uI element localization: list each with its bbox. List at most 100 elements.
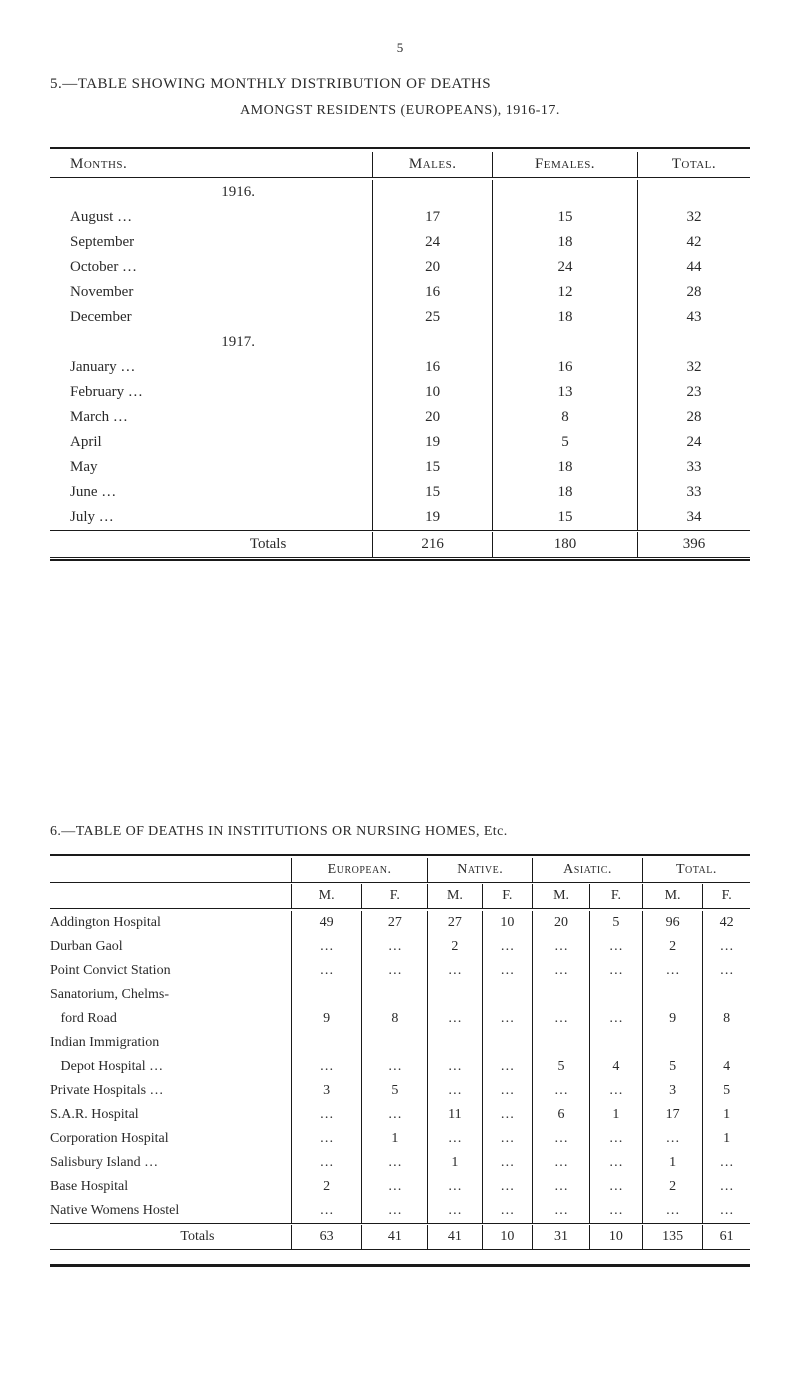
cell-value (362, 983, 428, 1007)
cell-value: … (642, 959, 702, 983)
totals-males: 216 (373, 532, 493, 558)
col-males: Males. (373, 152, 493, 178)
t2-tot-7: 61 (703, 1225, 750, 1250)
total-value: 32 (637, 355, 750, 380)
cell-value: … (589, 1151, 642, 1175)
cell-value: … (703, 1151, 750, 1175)
t2-tot-5: 10 (589, 1225, 642, 1250)
cell-value: 20 (533, 911, 590, 935)
cell-value (703, 983, 750, 1007)
cell-value: 4 (703, 1055, 750, 1079)
table1-title: 5.—TABLE SHOWING MONTHLY DISTRIBUTION OF… (50, 76, 750, 93)
cell-value: … (291, 1103, 362, 1127)
table-row: Depot Hospital ……………5454 (50, 1055, 750, 1079)
table-row: November161228 (50, 280, 750, 305)
month-label: December (50, 305, 373, 330)
cell-value: … (703, 1175, 750, 1199)
table-row: October …202444 (50, 255, 750, 280)
cell-value (703, 1031, 750, 1055)
institutions-deaths-table: European. Native. Asiatic. Total. M. F. … (50, 854, 750, 1252)
males-value: 19 (373, 430, 493, 455)
females-value: 18 (493, 230, 638, 255)
males-value: 20 (373, 405, 493, 430)
cell-value: … (482, 1199, 533, 1224)
cell-value: … (291, 1151, 362, 1175)
cell-value: 5 (589, 911, 642, 935)
males-value: 20 (373, 255, 493, 280)
cell-value (642, 1031, 702, 1055)
t2-tot-6: 135 (642, 1225, 702, 1250)
cell-value: 3 (291, 1079, 362, 1103)
total-value: 33 (637, 480, 750, 505)
sub-m-3: M. (533, 884, 590, 909)
males-value: 17 (373, 205, 493, 230)
females-value: 15 (493, 205, 638, 230)
total-value: 34 (637, 505, 750, 531)
cell-value: … (482, 959, 533, 983)
institution-label: ford Road (50, 1007, 291, 1031)
cell-value (589, 983, 642, 1007)
cell-value: … (533, 1151, 590, 1175)
table-row: Durban Gaol……2………2… (50, 935, 750, 959)
t2-tot-3: 10 (482, 1225, 533, 1250)
table-row: May151833 (50, 455, 750, 480)
total-value: 43 (637, 305, 750, 330)
month-label: July … (50, 505, 373, 531)
cell-value (428, 1031, 482, 1055)
sub-f-1: F. (362, 884, 428, 909)
females-value: 13 (493, 380, 638, 405)
cell-value (362, 1031, 428, 1055)
table-row: Corporation Hospital…1……………1 (50, 1127, 750, 1151)
month-label: May (50, 455, 373, 480)
t2-tot-2: 41 (428, 1225, 482, 1250)
grp-native: Native. (428, 858, 533, 883)
month-label: February … (50, 380, 373, 405)
institution-label: Indian Immigration (50, 1031, 291, 1055)
table-row: August …171532 (50, 205, 750, 230)
males-value: 24 (373, 230, 493, 255)
cell-value: … (589, 1007, 642, 1031)
cell-value: … (291, 935, 362, 959)
totals-label: Totals (50, 532, 373, 558)
males-value: 10 (373, 380, 493, 405)
table2-title: 6.—TABLE OF DEATHS IN INSTITUTIONS OR NU… (50, 824, 750, 840)
table-row: April19524 (50, 430, 750, 455)
table-row: July …191534 (50, 505, 750, 531)
males-value: 19 (373, 505, 493, 531)
cell-value: … (533, 1199, 590, 1224)
total-value: 24 (637, 430, 750, 455)
grp-european: European. (291, 858, 427, 883)
cell-value: … (482, 1127, 533, 1151)
sub-m-1: M. (291, 884, 362, 909)
monthly-deaths-table: Months. Males. Females. Total. 1916. Aug… (50, 147, 750, 564)
year-1916: 1916. (50, 180, 373, 205)
females-value: 18 (493, 305, 638, 330)
cell-value: 5 (362, 1079, 428, 1103)
cell-value: … (589, 1199, 642, 1224)
cell-value: … (291, 1055, 362, 1079)
cell-value: … (703, 935, 750, 959)
cell-value (428, 983, 482, 1007)
institution-label: Native Womens Hostel (50, 1199, 291, 1224)
table-row: January …161632 (50, 355, 750, 380)
cell-value: 1 (428, 1151, 482, 1175)
cell-value (482, 1031, 533, 1055)
sub-f-4: F. (703, 884, 750, 909)
col-total: Total. (637, 152, 750, 178)
cell-value: 1 (703, 1127, 750, 1151)
institution-label: Addington Hospital (50, 911, 291, 935)
cell-value: … (642, 1199, 702, 1224)
cell-value: 8 (362, 1007, 428, 1031)
cell-value: … (533, 935, 590, 959)
females-value: 18 (493, 455, 638, 480)
t2-tot-4: 31 (533, 1225, 590, 1250)
grp-asiatic: Asiatic. (533, 858, 643, 883)
total-value: 32 (637, 205, 750, 230)
table-row: Base Hospital2……………2… (50, 1175, 750, 1199)
table-row: Sanatorium, Chelms- (50, 983, 750, 1007)
cell-value: … (589, 1079, 642, 1103)
cell-value: … (362, 959, 428, 983)
cell-value: 2 (642, 935, 702, 959)
table-row: ford Road98…………98 (50, 1007, 750, 1031)
cell-value (642, 983, 702, 1007)
